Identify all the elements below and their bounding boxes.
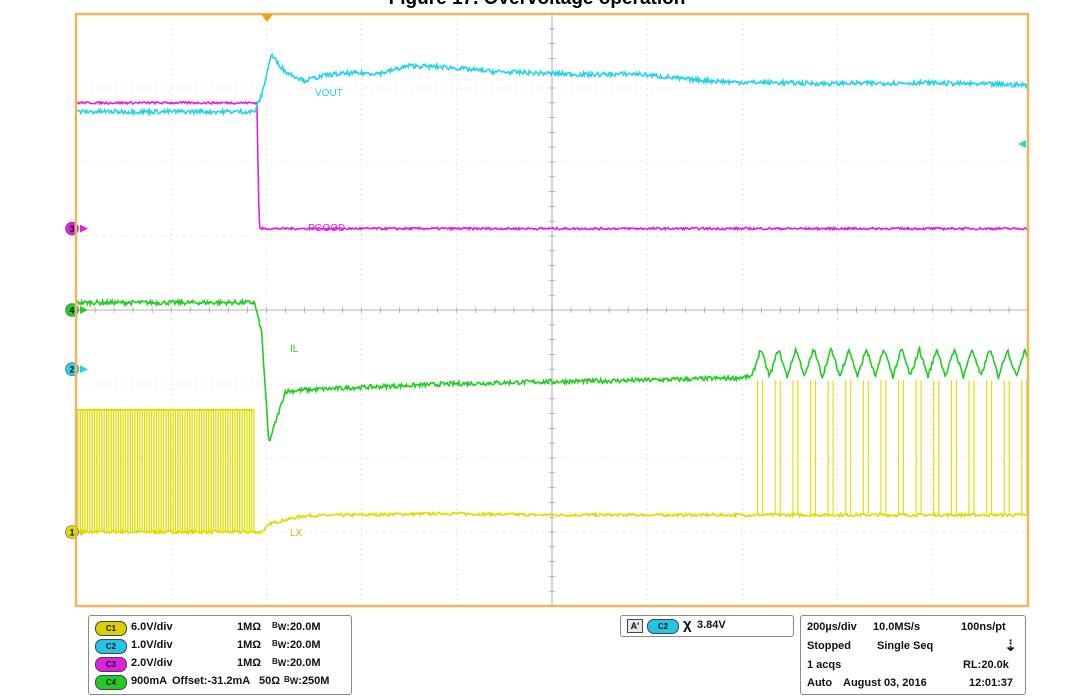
single-sequence-icon: ⇣ xyxy=(1004,638,1018,655)
channel-marker-arrow xyxy=(80,365,88,374)
acquisition-count: 1 acqs xyxy=(807,659,842,671)
channel-badge-c2: C2 xyxy=(95,639,127,654)
timebase: 200µs/div xyxy=(807,621,857,633)
channel-row-c2[interactable]: C2 1.0V/div 1MΩ BW:20.0M xyxy=(89,637,351,654)
record-length: RL:20.0k xyxy=(963,659,1009,671)
bandwidth-value: :250M xyxy=(298,675,330,687)
channel-marker-arrow xyxy=(80,528,88,536)
channel-marker-arrow xyxy=(80,224,88,233)
trigger-position-marker xyxy=(261,14,273,22)
trigger-mode: Auto xyxy=(807,677,833,689)
trace-label-il: IL xyxy=(290,344,299,355)
trigger-channel-badge: C2 xyxy=(647,619,679,634)
channel-impedance: 1MΩ xyxy=(237,657,262,669)
bandwidth-limit: BW:20.0M xyxy=(272,657,321,669)
acquisition-mode: Single Seq xyxy=(877,640,934,652)
channel-impedance: 50Ω xyxy=(259,675,281,687)
bandwidth-limit: BW:20.0M xyxy=(272,621,321,633)
trigger-label: A' xyxy=(627,619,643,633)
sample-rate: 10.0MS/s xyxy=(873,621,921,633)
lx-switching-pulses xyxy=(757,380,1028,515)
channel-marker-arrow xyxy=(80,306,88,314)
channel-row-c3[interactable]: C3 2.0V/div 1MΩ BW:20.0M xyxy=(89,655,351,672)
bandwidth-value: :20.0M xyxy=(286,639,321,651)
channel-badge-c3: C3 xyxy=(95,657,127,672)
lx-switching-burst xyxy=(77,409,255,532)
trace-pgood xyxy=(75,100,1029,232)
channel-scale: 1.0V/div xyxy=(131,639,173,651)
resolution: 100ns/pt xyxy=(961,621,1006,633)
channel-offset: Offset:-31.2mA xyxy=(172,675,251,687)
channel-scale: 6.0V/div xyxy=(131,621,173,633)
channel-marker-label: 1 xyxy=(69,528,74,538)
channel-impedance: 1MΩ xyxy=(237,621,262,633)
channel-badge-c4: C4 xyxy=(95,675,127,690)
trigger-readout-panel[interactable]: A' C2 χ 3.84V xyxy=(620,615,794,637)
bandwidth-value: :20.0M xyxy=(286,657,321,669)
run-state: Stopped xyxy=(807,640,851,652)
bandwidth-limit: BW:20.0M xyxy=(272,639,321,651)
channel-impedance: 1MΩ xyxy=(237,639,262,651)
channel-scale: 2.0V/div xyxy=(131,657,173,669)
trace-labels: VOUT PGOOD IL LX xyxy=(290,88,345,539)
vout-level-marker xyxy=(1018,140,1026,148)
channel-marker-label: 4 xyxy=(69,306,74,316)
channel-row-c4[interactable]: C4 900mA Offset:-31.2mA 50Ω BW:250M xyxy=(89,673,351,690)
channel-row-c1[interactable]: C1 6.0V/div 1MΩ BW:20.0M xyxy=(89,619,351,636)
channel-badge-c1: C1 xyxy=(95,621,127,636)
bandwidth-value: :20.0M xyxy=(286,621,321,633)
channel-scale: 900mA xyxy=(131,675,168,687)
acquisition-panel: 200µs/div 10.0MS/s 100ns/pt Stopped Sing… xyxy=(800,615,1026,695)
channel-marker-label: 3 xyxy=(69,224,74,234)
channel-settings-panel: C1 6.0V/div 1MΩ BW:20.0M C2 1.0V/div 1MΩ… xyxy=(88,615,352,695)
trace-label-vout: VOUT xyxy=(315,88,343,99)
trace-vout xyxy=(75,52,1029,117)
bandwidth-limit: BW:250M xyxy=(284,675,330,687)
capture-time: 12:01:37 xyxy=(969,677,1014,689)
plot-frame xyxy=(74,12,1030,608)
trace-label-lx: LX xyxy=(290,528,303,539)
trace-label-pgood: PGOOD xyxy=(308,223,345,234)
waveform-traces xyxy=(75,52,1029,536)
trace-il xyxy=(75,297,1029,442)
channel-marker-label: 2 xyxy=(69,365,74,375)
trigger-level: 3.84V xyxy=(697,619,726,631)
trigger-slope-icon: χ xyxy=(683,616,692,633)
capture-date: August 03, 2016 xyxy=(843,677,927,689)
figure-title: Figure 17. Overvoltage operation xyxy=(0,0,1074,10)
